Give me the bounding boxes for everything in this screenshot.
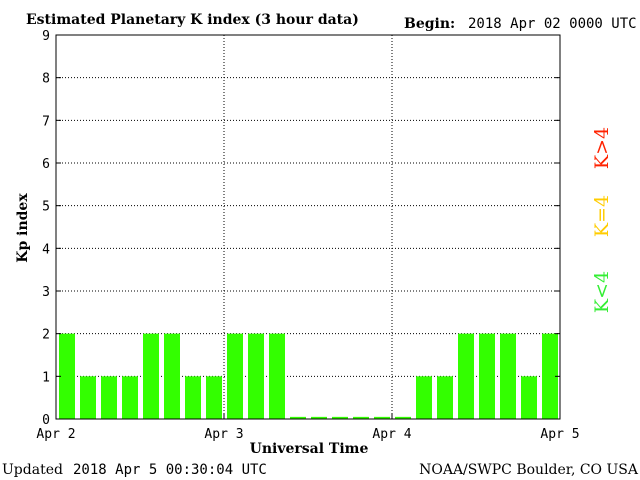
kp-bar [227,333,243,419]
kp-bar [521,376,537,419]
y-tick-label: 7 [42,114,50,129]
x-tick-label: Apr 5 [540,427,579,442]
kp-bar [479,333,495,419]
y-tick-label: 4 [42,242,50,257]
kp-bar [122,376,138,419]
kp-bar [437,376,453,419]
kp-bar [542,333,558,419]
kp-bar [311,416,327,419]
x-axis-label: Universal Time [250,441,369,457]
y-tick-label: 5 [42,200,50,215]
y-tick-label: 9 [42,29,50,44]
kp-bar [458,333,474,419]
kp-bar [353,416,369,419]
y-axis-label: Kp index [15,193,31,263]
legend-k-equal-4: K=4 [591,195,613,237]
y-tick-label: 6 [42,157,50,172]
credit-text: NOAA/SWPC Boulder, CO USA [419,462,639,478]
y-tick-label: 0 [42,413,50,428]
begin-value: 2018 Apr 02 0000 UTC [468,16,637,32]
kp-bar [80,376,96,419]
legend-k-greater-4: K>4 [591,127,613,169]
plot-frame [55,34,561,420]
updated-label: Updated [2,462,63,478]
plot-area: 0 1 2 3 4 5 6 7 8 9 Apr 2 Apr 3 Apr 4 Apr 5 [36,29,579,442]
kp-bar [395,416,411,419]
kp-bar [206,376,222,419]
kp-bar [269,333,285,419]
kp-bar [101,376,117,419]
kp-bar [164,333,180,419]
kp-bar [185,376,201,419]
y-tick-label: 2 [42,328,50,343]
y-tick-label: 8 [42,72,50,87]
kp-bar [248,333,264,419]
kp-bar [143,333,159,419]
kp-bar [290,416,306,419]
kp-bar [500,333,516,419]
updated-value: 2018 Apr 5 00:30:04 UTC [73,462,267,478]
x-tick-label: Apr 3 [204,427,243,442]
x-tick-label: Apr 2 [36,427,75,442]
kp-bar [416,376,432,419]
begin-label: Begin: [404,16,455,32]
y-tick-label: 3 [42,285,50,300]
kp-bar [59,333,75,419]
x-tick-label: Apr 4 [372,427,411,442]
legend-k-less-4: K<4 [591,271,613,313]
kp-bar [332,416,348,419]
chart-title: Estimated Planetary K index (3 hour data… [26,12,359,28]
y-tick-label: 1 [42,370,50,385]
kp-bar [374,416,390,419]
